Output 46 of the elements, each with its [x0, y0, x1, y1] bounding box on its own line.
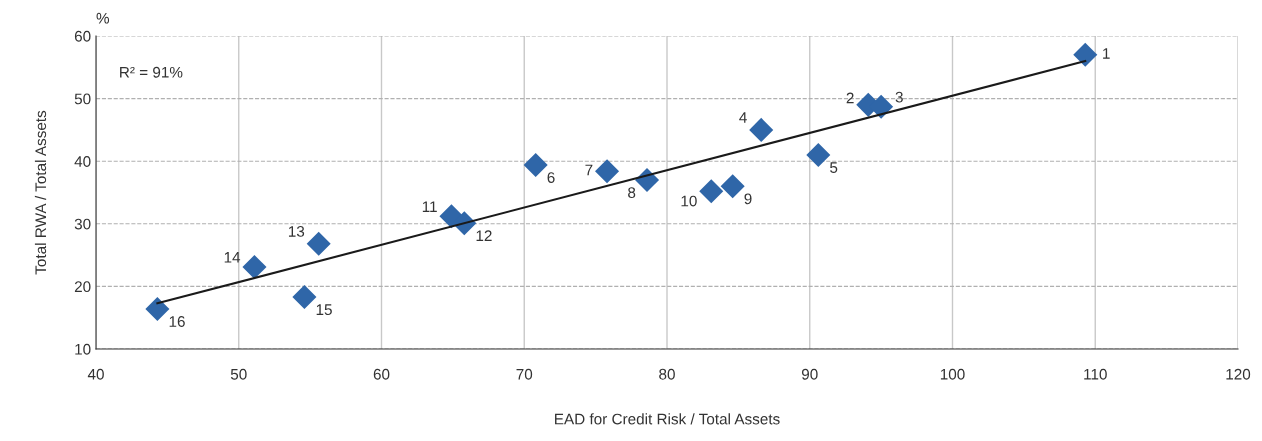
x-tick-label: 120	[1226, 368, 1251, 380]
annotation: 1	[1103, 48, 1110, 59]
point	[292, 285, 317, 310]
annotation: 11	[422, 201, 437, 212]
annotation: 2	[846, 92, 854, 104]
annotation: 5	[830, 162, 838, 173]
point	[523, 152, 548, 177]
annotation: 12	[476, 230, 492, 242]
annotation: 6	[547, 172, 555, 183]
y-tick-label: 50	[74, 93, 91, 105]
annotation: 3	[895, 91, 903, 103]
point	[720, 174, 745, 199]
x-tick-label: 60	[373, 368, 390, 380]
annotation: 16	[169, 316, 185, 327]
x-axis-title: EAD for Credit Risk / Total Assets	[555, 413, 780, 425]
annotation: 10	[681, 195, 697, 207]
annotation: 15	[316, 304, 332, 316]
annotation: 14	[224, 252, 241, 263]
y-tick-label: 10	[75, 343, 91, 355]
point	[806, 142, 831, 167]
annotation: 7	[585, 164, 593, 176]
point	[749, 117, 774, 142]
annotation: R² = 91%	[120, 66, 183, 78]
point	[1073, 42, 1098, 67]
x-tick-label: 110	[1084, 368, 1107, 380]
annotation: 4	[739, 112, 747, 123]
x-tick-label: 80	[659, 368, 675, 380]
annotation: 13	[288, 226, 305, 237]
x-tick-label: 70	[516, 368, 533, 380]
annotation: 9	[744, 193, 752, 205]
x-tick-label: 90	[801, 368, 818, 380]
x-tick-label: 50	[230, 368, 247, 380]
x-tick-label: 100	[940, 368, 965, 380]
point	[595, 159, 620, 184]
y-tick-label: 20	[74, 281, 91, 293]
y-tick-label: 60	[74, 30, 91, 42]
annotation: 8	[628, 187, 636, 198]
point	[145, 296, 170, 321]
y-tick-label: 40	[74, 156, 91, 167]
point	[242, 254, 267, 280]
y-axis-title: Total RWA / Total Assets	[34, 110, 47, 275]
x-tick-label: 40	[87, 368, 104, 380]
y-tick-label: 30	[74, 218, 91, 230]
point	[306, 231, 331, 256]
point	[699, 179, 724, 204]
text: %	[96, 12, 110, 24]
